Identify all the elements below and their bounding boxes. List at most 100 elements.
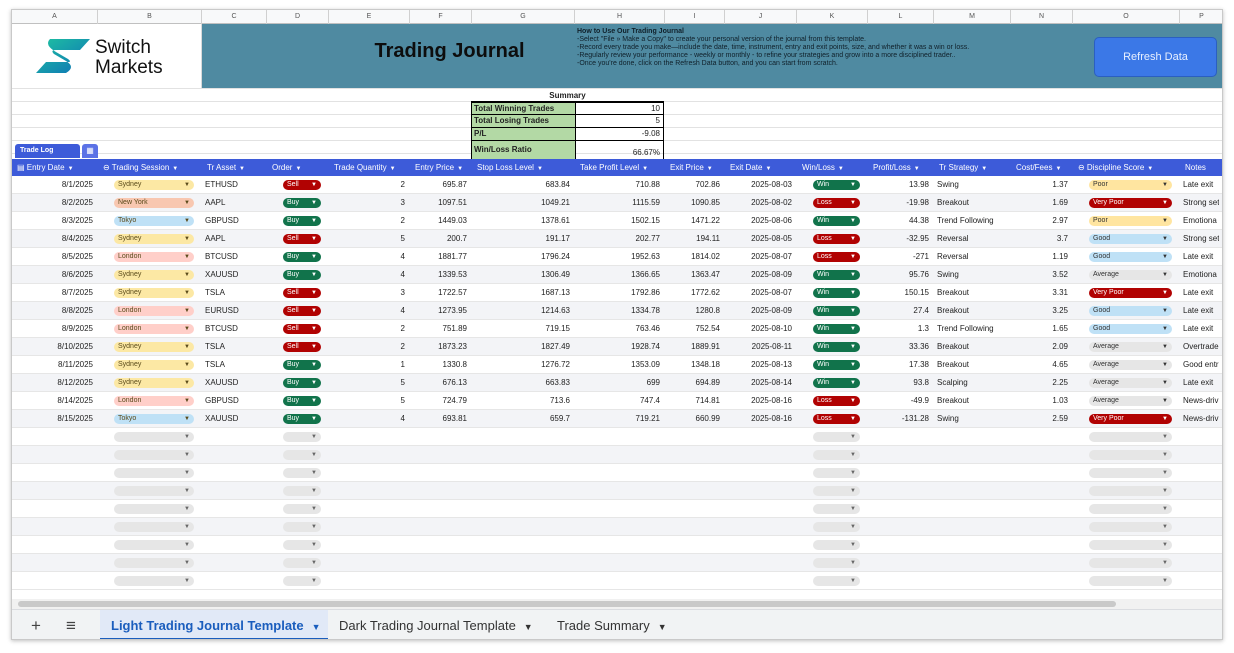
chevron-down-icon[interactable]: ▼: [850, 272, 856, 278]
sheet-tab[interactable]: Light Trading Journal Template ▼: [100, 610, 328, 639]
exit-price-cell[interactable]: 752.54: [695, 324, 720, 333]
chevron-down-icon[interactable]: ▼: [311, 344, 317, 350]
chevron-down-icon[interactable]: ▼: [184, 578, 190, 584]
chevron-down-icon[interactable]: ▼: [1162, 308, 1168, 314]
chevron-down-icon[interactable]: ▼: [311, 488, 317, 494]
chevron-down-icon[interactable]: ▼: [311, 326, 317, 332]
filter-dropdown-icon[interactable]: ▼: [837, 166, 844, 172]
table-row[interactable]: 8/9/2025 London ▼ BTCUSD Sell ▼ 2 751.89 719.15 7…: [12, 320, 1222, 338]
strategy-cell[interactable]: Breakout: [937, 288, 970, 297]
discipline-score-dropdown[interactable]: Average ▼: [1089, 270, 1172, 280]
quantity-cell[interactable]: 2: [400, 216, 405, 225]
chevron-down-icon[interactable]: ▼: [1162, 578, 1168, 584]
chevron-down-icon[interactable]: ▼: [184, 560, 190, 566]
take-profit-cell[interactable]: 1502.15: [631, 216, 660, 225]
chevron-down-icon[interactable]: ▼: [311, 272, 317, 278]
session-dropdown[interactable]: ▼: [114, 450, 194, 460]
strategy-cell[interactable]: Reversal: [937, 234, 969, 243]
chevron-down-icon[interactable]: ▼: [311, 236, 317, 242]
order-dropdown[interactable]: Buy ▼: [283, 216, 321, 226]
chevron-down-icon[interactable]: ▼: [184, 434, 190, 440]
take-profit-cell[interactable]: 710.88: [635, 180, 660, 189]
chevron-down-icon[interactable]: ▼: [184, 290, 190, 296]
chevron-down-icon[interactable]: ▼: [311, 506, 317, 512]
chevron-down-icon[interactable]: ▼: [1162, 380, 1168, 386]
chevron-down-icon[interactable]: ▼: [184, 182, 190, 188]
win-loss-dropdown[interactable]: Win ▼: [813, 180, 860, 190]
column-header-cost-fees[interactable]: Cost/Fees ▼: [1016, 159, 1071, 176]
chevron-down-icon[interactable]: ▼: [1162, 434, 1168, 440]
asset-cell[interactable]: TSLA: [205, 360, 226, 369]
session-dropdown[interactable]: ▼: [114, 468, 194, 478]
order-dropdown[interactable]: Sell ▼: [283, 306, 321, 316]
column-header-stop-loss-level[interactable]: Stop Loss Level ▼: [477, 159, 573, 176]
entry-price-cell[interactable]: 1449.03: [438, 216, 467, 225]
filter-dropdown-icon[interactable]: ▼: [172, 166, 179, 172]
win-loss-dropdown[interactable]: Win ▼: [813, 342, 860, 352]
column-header-discipline-score[interactable]: ⊖ Discipline Score ▼: [1078, 159, 1178, 176]
profit-loss-cell[interactable]: 13.98: [908, 180, 929, 189]
chevron-down-icon[interactable]: ▼: [850, 326, 856, 332]
chevron-down-icon[interactable]: ▼: [850, 434, 856, 440]
fees-cell[interactable]: 2.25: [1052, 378, 1068, 387]
chevron-down-icon[interactable]: ▼: [311, 470, 317, 476]
table-name[interactable]: Trade Log: [15, 144, 80, 158]
fees-cell[interactable]: 1.65: [1052, 324, 1068, 333]
asset-cell[interactable]: AAPL: [205, 198, 226, 207]
chevron-down-icon[interactable]: ▼: [1162, 254, 1168, 260]
profit-loss-cell[interactable]: 17.38: [908, 360, 929, 369]
session-dropdown[interactable]: ▼: [114, 540, 194, 550]
session-dropdown[interactable]: Tokyo ▼: [114, 414, 194, 424]
chevron-down-icon[interactable]: ▼: [850, 236, 856, 242]
win-loss-dropdown[interactable]: Loss ▼: [813, 198, 860, 208]
quantity-cell[interactable]: 2: [400, 324, 405, 333]
column-header-asset[interactable]: Tr Asset ▼: [207, 159, 265, 176]
entry-price-cell[interactable]: 1722.57: [438, 288, 467, 297]
order-dropdown[interactable]: Buy ▼: [283, 198, 321, 208]
column-header-notes[interactable]: Notes: [1185, 159, 1222, 176]
column-letter-header[interactable]: K: [797, 10, 868, 24]
chevron-down-icon[interactable]: ▼: [1162, 398, 1168, 404]
chevron-down-icon[interactable]: ▼: [850, 578, 856, 584]
entry-date-cell[interactable]: 8/1/2025: [61, 180, 93, 189]
exit-date-cell[interactable]: 2025-08-09: [751, 270, 792, 279]
notes-cell[interactable]: Late exit: [1183, 288, 1214, 297]
entry-date-cell[interactable]: 8/11/2025: [58, 360, 93, 369]
asset-cell[interactable]: AAPL: [205, 234, 226, 243]
chevron-down-icon[interactable]: ▼: [184, 542, 190, 548]
win-loss-dropdown[interactable]: ▼: [813, 522, 860, 532]
asset-cell[interactable]: EURUSD: [205, 306, 239, 315]
session-dropdown[interactable]: Tokyo ▼: [114, 216, 194, 226]
sheet-tab[interactable]: Dark Trading Journal Template ▼: [328, 610, 546, 639]
order-dropdown[interactable]: ▼: [283, 450, 321, 460]
strategy-cell[interactable]: Breakout: [937, 198, 970, 207]
session-dropdown[interactable]: New York ▼: [114, 198, 194, 208]
notes-cell[interactable]: Strong set: [1183, 198, 1219, 207]
take-profit-cell[interactable]: 1353.09: [631, 360, 660, 369]
session-dropdown[interactable]: ▼: [114, 432, 194, 442]
profit-loss-cell[interactable]: 44.38: [908, 216, 929, 225]
profit-loss-cell[interactable]: -49.9: [910, 396, 929, 405]
filter-dropdown-icon[interactable]: ▼: [1055, 166, 1062, 172]
discipline-score-dropdown[interactable]: Very Poor ▼: [1089, 198, 1172, 208]
chevron-down-icon[interactable]: ▼: [184, 254, 190, 260]
win-loss-dropdown[interactable]: Loss ▼: [813, 234, 860, 244]
win-loss-dropdown[interactable]: Win ▼: [813, 324, 860, 334]
empty-table-row[interactable]: ▼ ▼ ▼ ▼: [12, 446, 1222, 464]
notes-cell[interactable]: Late exit: [1183, 306, 1214, 315]
table-row[interactable]: 8/1/2025 Sydney ▼ ETHUSD Sell ▼ 2 695.87 683.84 7…: [12, 176, 1222, 194]
quantity-cell[interactable]: 4: [400, 306, 405, 315]
fees-cell[interactable]: 1.03: [1052, 396, 1068, 405]
session-dropdown[interactable]: ▼: [114, 558, 194, 568]
strategy-cell[interactable]: Trend Following: [937, 216, 994, 225]
stop-loss-cell[interactable]: 663.83: [545, 378, 570, 387]
exit-date-cell[interactable]: 2025-08-07: [751, 288, 792, 297]
win-loss-dropdown[interactable]: Win ▼: [813, 288, 860, 298]
filter-dropdown-icon[interactable]: ▼: [706, 166, 713, 172]
session-dropdown[interactable]: Sydney ▼: [114, 378, 194, 388]
column-letter-header[interactable]: N: [1011, 10, 1073, 24]
session-dropdown[interactable]: London ▼: [114, 252, 194, 262]
discipline-score-dropdown[interactable]: ▼: [1089, 450, 1172, 460]
column-letter-header[interactable]: A: [12, 10, 98, 24]
column-letter-header[interactable]: I: [665, 10, 725, 24]
